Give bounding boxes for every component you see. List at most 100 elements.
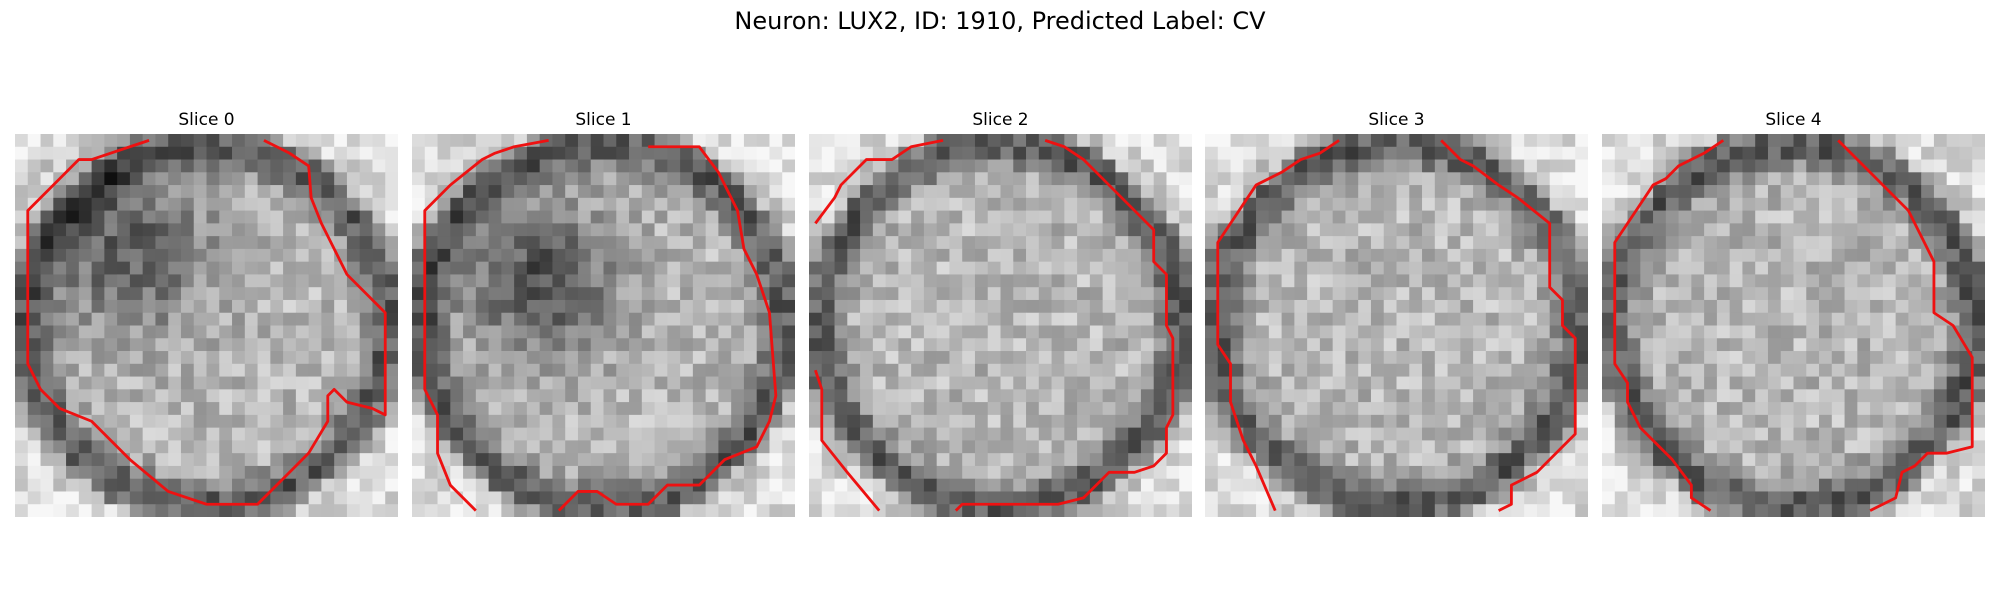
pixel xyxy=(1729,491,1743,505)
pixel xyxy=(91,223,105,237)
pixel xyxy=(1729,363,1743,377)
pixel xyxy=(193,223,207,237)
pixel xyxy=(1128,287,1142,301)
pixel xyxy=(1000,287,1014,301)
pixel xyxy=(168,440,182,454)
pixel xyxy=(168,325,182,339)
pixel xyxy=(219,248,233,263)
pixel xyxy=(1691,274,1705,288)
pixel xyxy=(244,159,258,173)
pixel xyxy=(936,185,950,199)
pixel xyxy=(424,223,438,237)
pixel xyxy=(1077,351,1091,365)
pixel xyxy=(1268,478,1282,492)
pixel xyxy=(424,491,438,505)
pixel xyxy=(654,159,668,173)
pixel xyxy=(1640,440,1654,454)
pixel xyxy=(782,146,795,160)
pixel xyxy=(539,223,553,237)
pixel xyxy=(821,312,835,326)
pixel xyxy=(1742,287,1756,301)
pixel xyxy=(1972,427,1985,441)
pixel xyxy=(782,236,795,250)
pixel xyxy=(1959,491,1973,505)
pixel xyxy=(782,389,795,403)
pixel xyxy=(1294,363,1308,377)
pixel xyxy=(577,376,592,390)
pixel xyxy=(1498,197,1512,211)
pixel xyxy=(872,185,886,199)
pixel xyxy=(463,402,477,416)
pixel xyxy=(1678,414,1692,429)
pixel xyxy=(1256,491,1270,505)
pixel xyxy=(475,134,489,148)
pixel xyxy=(463,427,477,441)
pixel xyxy=(1806,440,1820,454)
pixel xyxy=(641,504,655,517)
pixel xyxy=(1026,299,1040,314)
pixel xyxy=(168,414,182,429)
pixel xyxy=(1026,440,1040,454)
pixel xyxy=(1575,440,1588,454)
pixel xyxy=(1140,440,1155,454)
pixel xyxy=(514,236,528,250)
pixel xyxy=(1653,491,1667,505)
pixel xyxy=(1972,440,1985,454)
pixel xyxy=(206,287,220,301)
pixel xyxy=(40,453,54,467)
pixel xyxy=(1691,465,1705,480)
pixel xyxy=(1013,134,1027,148)
pixel xyxy=(359,465,373,480)
pixel xyxy=(1064,287,1078,301)
pixel xyxy=(1780,389,1794,403)
pixel xyxy=(1383,236,1397,250)
pixel xyxy=(872,478,886,492)
pixel xyxy=(1217,134,1231,148)
pixel xyxy=(1844,504,1858,517)
pixel xyxy=(1000,261,1014,275)
pixel xyxy=(1217,465,1231,480)
pixel xyxy=(244,504,258,517)
pixel xyxy=(872,261,886,275)
pixel xyxy=(756,159,770,173)
pixel xyxy=(1051,299,1065,314)
pixel xyxy=(1115,274,1129,288)
pixel xyxy=(1755,453,1769,467)
pixel xyxy=(1908,236,1922,250)
pixel xyxy=(718,172,732,186)
pixel xyxy=(1742,325,1756,339)
pixel xyxy=(1536,351,1551,365)
pixel xyxy=(872,159,886,173)
pixel xyxy=(1819,478,1833,492)
pixel xyxy=(1205,185,1219,199)
pixel xyxy=(1473,376,1487,390)
pixel xyxy=(168,465,182,480)
pixel xyxy=(923,325,938,339)
pixel xyxy=(590,172,604,186)
pixel xyxy=(1447,414,1461,429)
pixel xyxy=(1473,274,1487,288)
pixel xyxy=(1959,210,1973,224)
pixel xyxy=(91,351,105,365)
pixel xyxy=(860,440,874,454)
pixel xyxy=(834,504,848,517)
pixel xyxy=(680,427,694,441)
pixel xyxy=(1755,287,1769,301)
pixel xyxy=(1013,389,1027,403)
pixel xyxy=(232,363,246,377)
pixel xyxy=(1780,197,1794,211)
pixel xyxy=(359,414,373,429)
pixel xyxy=(1140,325,1155,339)
pixel xyxy=(1767,440,1782,454)
pixel xyxy=(936,376,950,390)
pixel xyxy=(1485,261,1500,275)
pixel xyxy=(1077,134,1091,148)
pixel xyxy=(244,478,258,492)
pixel xyxy=(809,299,823,314)
pixel xyxy=(1089,389,1104,403)
pixel xyxy=(809,312,823,326)
pixel xyxy=(821,325,835,339)
pixel xyxy=(257,261,271,275)
pixel xyxy=(1307,274,1321,288)
pixel xyxy=(1383,146,1397,160)
